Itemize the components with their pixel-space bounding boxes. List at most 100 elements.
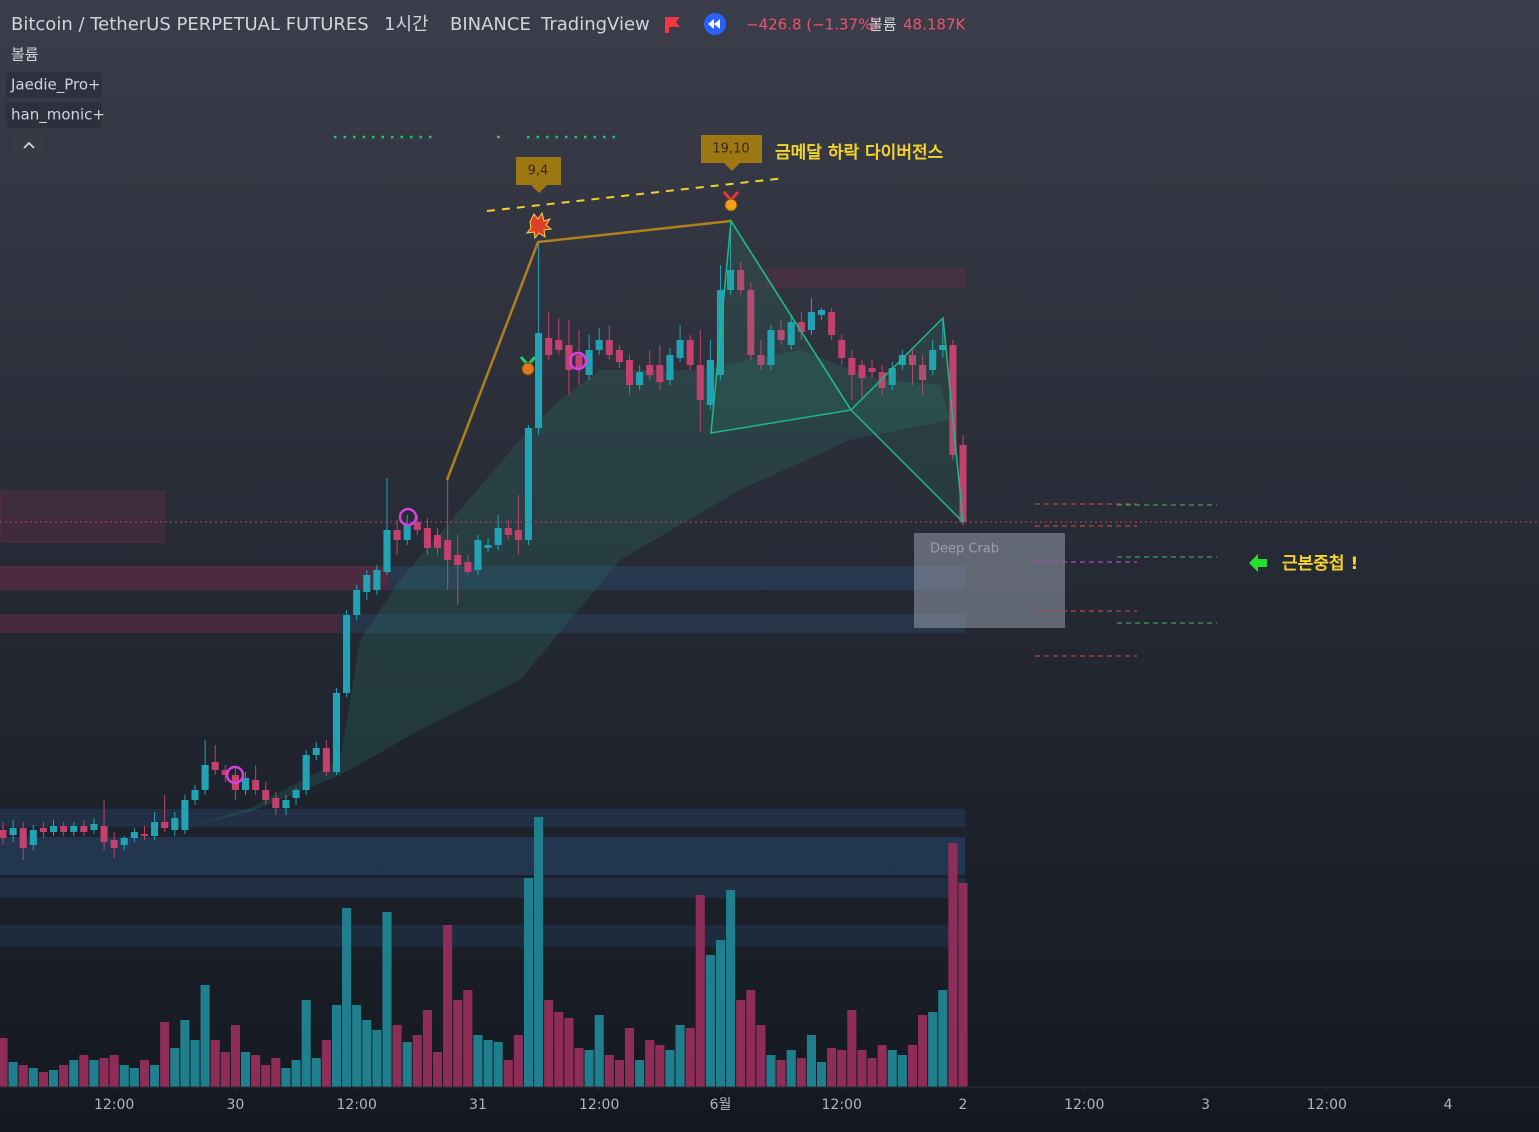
candle-body: [343, 615, 351, 693]
candle-body: [535, 333, 543, 428]
indicator[interactable]: han_monic+: [11, 106, 105, 125]
demand-zone: [390, 566, 965, 590]
candle-body: [757, 355, 765, 365]
overlays: 9,4 19,10 금메달 하락 다이버전스 Deep Crab 근본중첩 !: [0, 135, 1539, 785]
x-tick-label: 2: [959, 1097, 968, 1113]
pattern-line: [445, 219, 732, 481]
volume-bar: [432, 1052, 443, 1087]
x-tick-label: 30: [227, 1097, 245, 1113]
candle-body: [474, 540, 482, 570]
candle-body: [90, 824, 98, 830]
candle-body: [413, 522, 421, 530]
replay-icon: [708, 19, 720, 29]
candle-body: [585, 350, 593, 375]
candle-body: [332, 693, 341, 772]
candle-body: [221, 770, 229, 775]
label-box: [701, 135, 762, 171]
volume-bar: [352, 1005, 362, 1087]
collapse-button[interactable]: [12, 133, 46, 157]
label-text: 19,10: [712, 142, 749, 157]
volume-bar: [544, 1000, 554, 1087]
volume-bar: [907, 1045, 918, 1087]
flag-icon[interactable]: [665, 17, 680, 33]
volume-bar: [665, 1050, 675, 1087]
confluence-text: 근본중첩 !: [1282, 553, 1358, 574]
volume-bar: [958, 882, 968, 1087]
volume-bar: [220, 1052, 230, 1087]
candle-body: [151, 822, 159, 836]
candle-body: [322, 748, 330, 772]
candle-body: [787, 322, 795, 345]
candle-body: [181, 800, 189, 830]
pattern-line: [730, 220, 852, 411]
candle-body: [9, 828, 17, 835]
indicator[interactable]: 볼륨: [11, 46, 39, 64]
volume-bar: [635, 1060, 645, 1087]
pattern-text: Deep Crab: [930, 542, 999, 557]
volume-bar: [574, 1048, 584, 1087]
candle-body: [191, 790, 199, 800]
volume-bar: [463, 990, 473, 1087]
volume-bar: [816, 1062, 827, 1087]
label-box: [516, 157, 561, 193]
x-axis: 12:00 30 12:00 31 12:00 6월 12:00 2 12:00 3 12:00 4: [94, 1087, 1453, 1113]
exchange: BINANCE: [450, 14, 531, 35]
volume-bar: [685, 1028, 695, 1087]
volume-bar: [948, 843, 958, 1087]
candle-body: [605, 340, 613, 355]
x-tick-label: 4: [1444, 1097, 1453, 1113]
candle-body: [908, 355, 917, 365]
volume-bar: [746, 990, 756, 1087]
candle-body: [241, 778, 250, 790]
candle-body: [575, 355, 583, 368]
candle-body: [727, 270, 735, 290]
volume-bar: [594, 1015, 604, 1087]
candle-body: [706, 360, 714, 405]
volume-bar: [837, 1050, 847, 1087]
volume-bar: [109, 1055, 119, 1087]
volume-bar: [321, 1040, 331, 1087]
volume-bar: [8, 1062, 18, 1087]
volume-bar: [827, 1048, 837, 1087]
volume-bar: [503, 1060, 513, 1087]
candle-body: [49, 826, 58, 832]
candle-body: [878, 372, 886, 388]
candle-body: [555, 340, 563, 350]
candle-body: [130, 832, 138, 838]
candle-body: [504, 528, 512, 535]
candle-body: [464, 562, 472, 572]
volume-bar: [796, 1058, 806, 1087]
indicator[interactable]: Jaedie_Pro+: [10, 76, 101, 95]
supply-zone: [0, 614, 340, 633]
volume-bar: [251, 1055, 261, 1087]
volume-name: 볼륨: [869, 16, 897, 34]
candle-body: [423, 528, 431, 548]
pattern-triangle: [849, 316, 964, 525]
candle-body: [959, 445, 967, 522]
marks: [0, 222, 968, 1087]
label-text: 9,4: [528, 164, 549, 179]
volume-bar: [422, 1010, 432, 1087]
volume-bar: [897, 1055, 907, 1087]
volume-bar: [291, 1060, 301, 1087]
x-tick-label: 12:00: [1064, 1097, 1104, 1113]
x-tick-label: 12:00: [579, 1097, 619, 1113]
volume-bar: [523, 878, 534, 1087]
source: TradingView: [540, 14, 650, 35]
volume-bar: [311, 1058, 321, 1087]
candle-body: [737, 270, 745, 290]
demand-zone: [0, 837, 965, 875]
volume-bar: [756, 1025, 766, 1087]
demand-zone: [340, 614, 965, 633]
volume-bar: [38, 1072, 48, 1087]
indicator-bg: [6, 72, 102, 98]
candle-body: [211, 762, 219, 770]
x-tick-label: 12:00: [822, 1097, 862, 1113]
candle-body: [939, 345, 947, 350]
arrow-icon: [1249, 554, 1267, 572]
candle-body: [777, 330, 785, 340]
medal-icon: [722, 191, 740, 212]
volume-bar: [887, 1050, 897, 1087]
volume-bar: [534, 817, 544, 1087]
